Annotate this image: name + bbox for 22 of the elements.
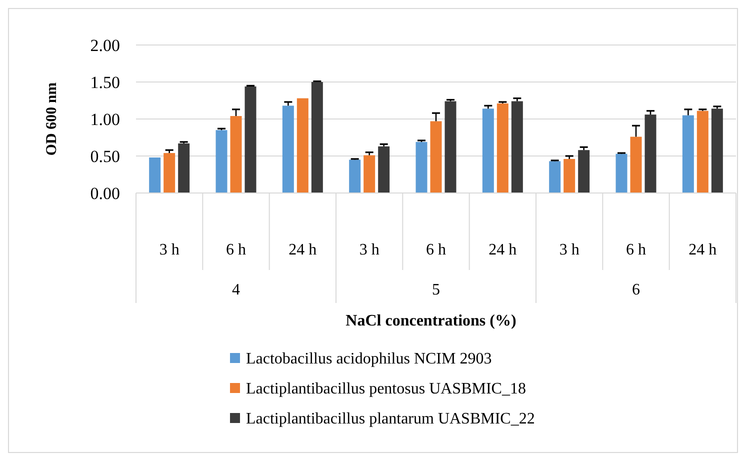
y-tick-label: 0.00	[90, 184, 120, 203]
text: 6	[632, 282, 640, 299]
x-axis-title: NaCl concentrations (%)	[346, 312, 516, 330]
y-tick-label: 0.50	[90, 146, 120, 166]
text: 4	[232, 282, 240, 299]
y-tick-label: 1.50	[90, 72, 120, 92]
x-tick-label: 6 h	[626, 242, 646, 259]
x-tick-label: 3 h	[359, 242, 380, 259]
legend-label: Lactiplantibacillus pentosus UASBMIC_18	[246, 380, 526, 398]
y-tick-label: 2.00	[90, 36, 120, 55]
x-tick-label: 24 h	[288, 242, 317, 259]
legend-label: Lactiplantibacillus plantarum UASBMIC_22	[246, 410, 535, 428]
y-axis-title: OD 600 nm	[44, 82, 60, 156]
x-tick-label: 3 h	[559, 242, 580, 259]
text: 5	[432, 282, 440, 299]
x-tick-label: 6 h	[226, 242, 246, 259]
x-tick-label: 24 h	[688, 242, 717, 259]
x-tick-label: 24 h	[488, 242, 517, 259]
x-tick-label: 3 h	[159, 242, 180, 259]
x-tick-label: 6 h	[426, 242, 446, 259]
legend-label: Lactobacillus acidophilus NCIM 2903	[246, 350, 492, 368]
y-tick-label: 1.00	[90, 110, 120, 129]
